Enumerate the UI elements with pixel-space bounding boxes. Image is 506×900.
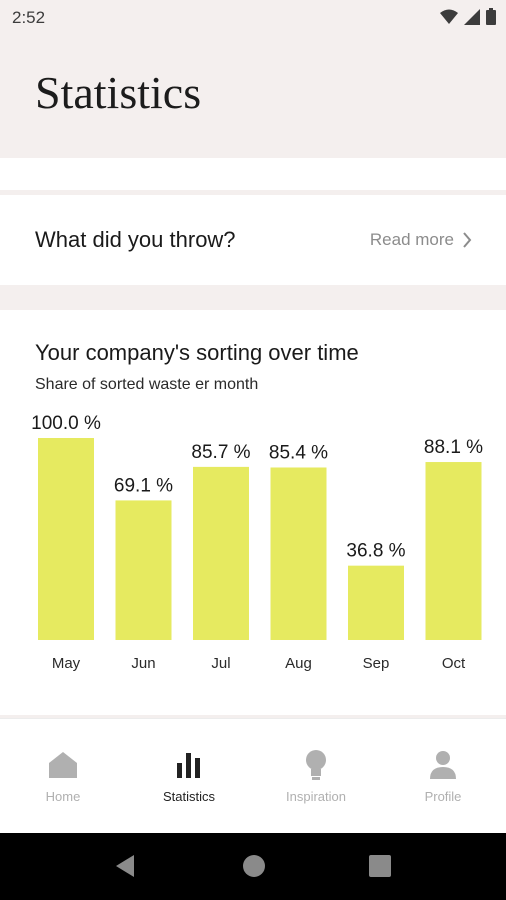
bar-value-label: 69.1 %	[114, 475, 173, 496]
signal-icon	[464, 8, 480, 25]
back-icon[interactable]	[114, 853, 138, 879]
nav-label-statistics: Statistics	[162, 789, 215, 804]
bar-oct	[425, 462, 482, 640]
chevron-right-icon	[463, 232, 472, 248]
x-tick-label: May	[52, 655, 81, 672]
x-tick-label: Jun	[131, 655, 155, 672]
person-icon	[430, 751, 456, 779]
wifi-icon	[440, 9, 458, 24]
nav-label-profile: Profile	[424, 789, 462, 804]
battery-icon	[486, 8, 496, 25]
read-more-link[interactable]: Read more	[370, 230, 472, 250]
bottom-nav: Home Statistics Inspiration Profile	[0, 718, 506, 834]
bar-jun	[115, 500, 172, 640]
recents-icon[interactable]	[368, 853, 392, 879]
nav-item-profile[interactable]: Profile	[380, 719, 506, 834]
status-icons	[440, 8, 496, 25]
nav-label-home: Home	[45, 789, 81, 804]
bar-value-label: 36.8 %	[346, 541, 405, 562]
x-tick-label: Jul	[211, 655, 230, 672]
x-tick-label: Sep	[363, 655, 390, 672]
x-tick-label: Oct	[442, 655, 466, 672]
sorting-bar-chart: 100.0 % May 69.1 % Jun 85.7 % Jul 85.4 % Aug 36.…	[31, 413, 483, 672]
chart-subtitle: Share of sorted waste er month	[35, 376, 259, 393]
bar-value-label: 100.0 %	[31, 413, 101, 434]
bar-chart-icon	[177, 753, 200, 778]
system-nav-bar	[0, 833, 506, 900]
home-icon	[49, 752, 77, 778]
status-bar: 2:52	[0, 0, 506, 36]
bar-jul	[193, 466, 249, 640]
bar-sep	[348, 565, 404, 640]
bar-may	[38, 438, 94, 640]
bar-value-label: 85.7 %	[191, 442, 250, 463]
page-title: Statistics	[35, 67, 202, 118]
sorting-chart-card: Your company's sorting over time Share o…	[0, 310, 506, 715]
read-more-label: Read more	[369, 230, 454, 249]
nav-item-statistics[interactable]: Statistics	[126, 719, 252, 834]
nav-item-home[interactable]: Home	[0, 719, 126, 834]
throw-card-title: What did you throw?	[35, 227, 236, 252]
home-circle-icon[interactable]	[242, 853, 266, 879]
throw-card[interactable]: What did you throw? Read more	[0, 195, 506, 285]
section-divider	[0, 158, 506, 190]
status-time: 2:52	[12, 8, 46, 27]
nav-label-inspiration: Inspiration	[286, 789, 346, 804]
lightbulb-icon	[306, 750, 326, 780]
nav-item-inspiration[interactable]: Inspiration	[253, 719, 379, 834]
bar-value-label: 88.1 %	[424, 437, 483, 458]
chart-title: Your company's sorting over time	[35, 340, 359, 365]
x-tick-label: Aug	[285, 655, 312, 672]
bar-aug	[270, 467, 327, 640]
bar-value-label: 85.4 %	[269, 442, 328, 463]
